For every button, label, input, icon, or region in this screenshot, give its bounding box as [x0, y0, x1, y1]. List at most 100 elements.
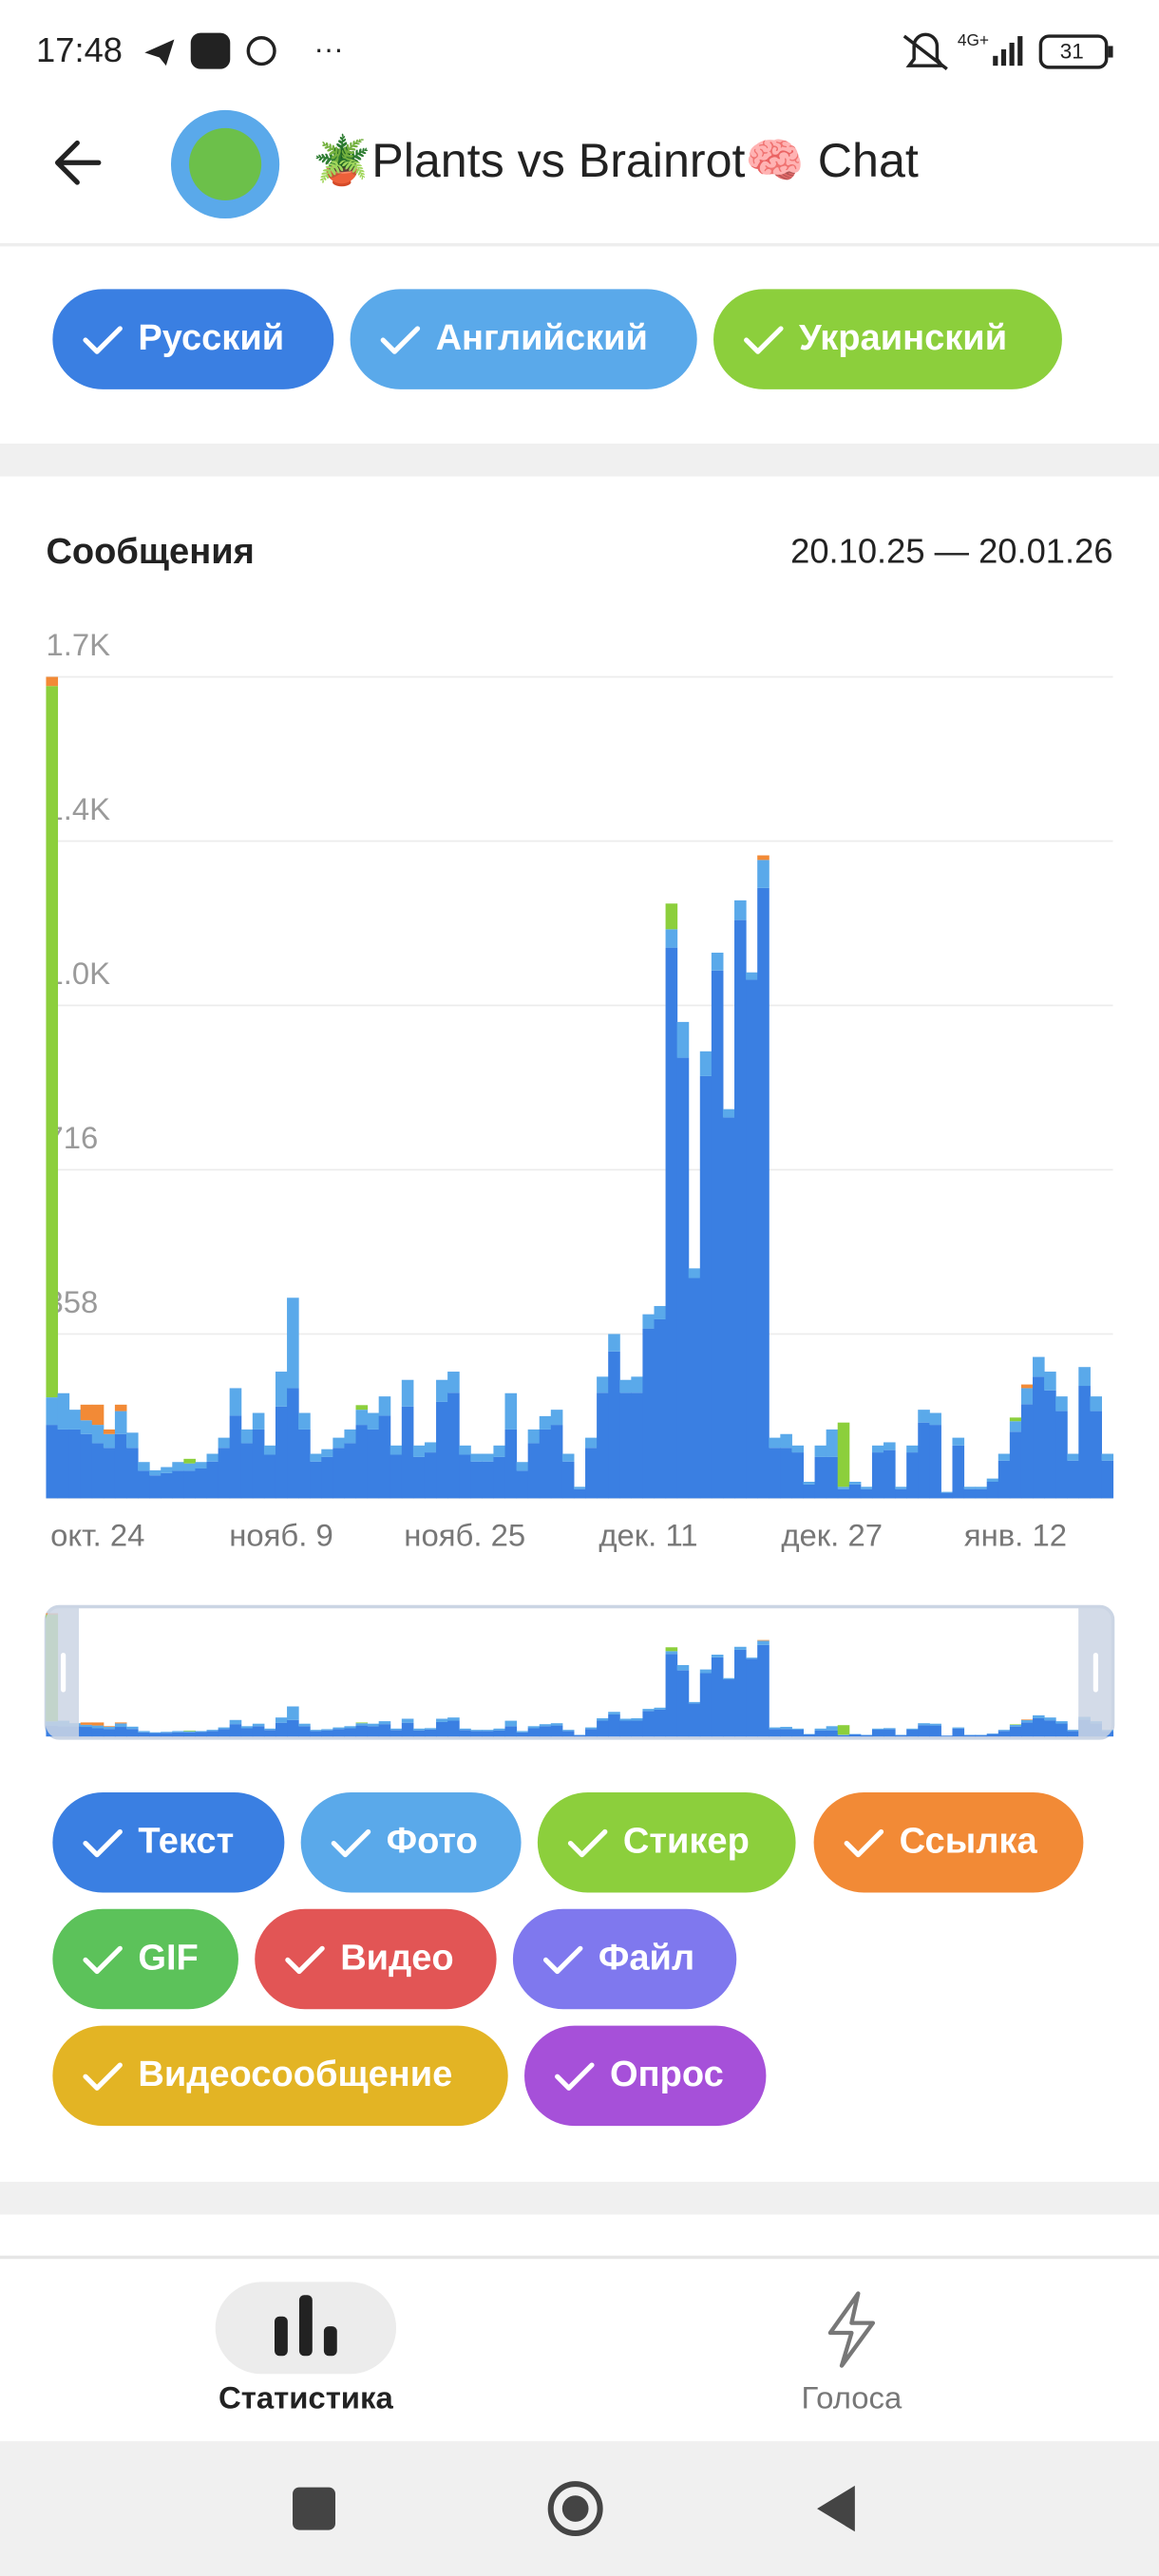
- bar-segment: [493, 1445, 506, 1457]
- votes-icon[interactable]: [827, 2291, 876, 2368]
- minimap-bar-segment: [814, 1728, 827, 1731]
- bar-segment: [1020, 1384, 1034, 1389]
- app-icon: [246, 36, 276, 66]
- minimap-bar-segment: [1055, 1721, 1068, 1724]
- minimap-bar-segment: [573, 1734, 586, 1737]
- filter-chip[interactable]: [537, 1791, 796, 1893]
- minimap-bar-segment: [206, 1730, 219, 1732]
- minimap-bar-segment: [1055, 1723, 1068, 1737]
- bar-segment: [103, 1448, 116, 1499]
- home-button[interactable]: [547, 2481, 603, 2537]
- bar-segment: [310, 1461, 322, 1499]
- minimap-bar-segment: [998, 1730, 1011, 1732]
- minimap-bar-segment: [424, 1729, 437, 1737]
- bar-segment: [470, 1461, 483, 1499]
- bar-segment: [172, 1470, 184, 1499]
- filter-chip[interactable]: [52, 2025, 508, 2127]
- minimap-bar-segment: [963, 1734, 977, 1737]
- minimap-bar-segment: [447, 1717, 460, 1721]
- filter-chip[interactable]: [52, 1791, 285, 1893]
- nav-item[interactable]: Голоса: [802, 2380, 902, 2415]
- divider: [0, 2255, 1159, 2260]
- minimap-bar-segment: [826, 1726, 839, 1731]
- bar-segment: [1078, 1386, 1091, 1499]
- filter-chip[interactable]: [713, 289, 1062, 389]
- chip-label: Стикер: [623, 1822, 750, 1862]
- bar-segment: [447, 1372, 460, 1393]
- minimap-bar-segment: [161, 1732, 173, 1733]
- x-tick-label: нояб. 9: [229, 1518, 333, 1553]
- bar-segment: [814, 1445, 827, 1457]
- bar-segment: [57, 1392, 70, 1430]
- minimap-bar-segment: [1044, 1717, 1056, 1721]
- bar-segment: [125, 1432, 139, 1449]
- minimap-bar-segment: [814, 1730, 827, 1737]
- filter-chip[interactable]: [52, 289, 334, 389]
- minimap-bar-segment: [275, 1722, 288, 1737]
- handle-grip: [61, 1652, 66, 1693]
- minimap-bar-segment: [80, 1724, 93, 1728]
- bar-segment: [597, 1392, 609, 1499]
- filter-chip[interactable]: [813, 1791, 1084, 1893]
- minimap-bar-segment: [688, 1701, 701, 1704]
- bar-segment: [642, 1314, 656, 1329]
- chip-label: Ссылка: [900, 1822, 1038, 1862]
- bar-segment: [871, 1452, 884, 1499]
- minimap-bar-segment: [699, 1669, 712, 1674]
- bar-segment: [229, 1388, 242, 1416]
- bar-segment: [642, 1328, 656, 1499]
- back-nav-button[interactable]: [817, 2485, 855, 2532]
- minimap-bar-segment: [459, 1728, 471, 1731]
- bar-segment: [986, 1481, 999, 1499]
- minimap-bar-segment: [734, 1649, 747, 1737]
- filter-chip[interactable]: [512, 1908, 737, 2010]
- bar-segment: [1044, 1372, 1056, 1391]
- filter-chip[interactable]: [300, 1791, 522, 1893]
- minimap-bar-segment: [780, 1729, 792, 1737]
- filter-chip[interactable]: [52, 1908, 238, 2010]
- filter-chip[interactable]: [255, 1908, 497, 2010]
- chip-label: Английский: [436, 318, 648, 358]
- bar-segment: [746, 979, 758, 1499]
- bar-segment: [436, 1401, 448, 1499]
- bar-segment: [1067, 1453, 1079, 1461]
- back-button[interactable]: [54, 140, 102, 185]
- bar-segment: [378, 1396, 391, 1416]
- filter-chip[interactable]: [350, 289, 697, 389]
- bar-segment: [952, 1445, 965, 1499]
- nav-item[interactable]: Статистика: [218, 2380, 393, 2415]
- recent-button[interactable]: [293, 2487, 336, 2530]
- minimap-bar-segment: [482, 1731, 494, 1737]
- minimap-bar-segment: [195, 1732, 208, 1737]
- minimap-bar-segment: [746, 1658, 758, 1737]
- filter-chip[interactable]: [524, 2025, 767, 2127]
- bar-segment: [401, 1379, 414, 1407]
- bar-segment: [998, 1460, 1011, 1499]
- bar-segment: [218, 1437, 231, 1449]
- minimap-bar-segment: [516, 1732, 529, 1737]
- minimap-bar-segment: [172, 1732, 184, 1737]
- bar-segment: [734, 900, 747, 920]
- minimap-bar-segment: [218, 1727, 231, 1730]
- bar-segment: [436, 1379, 448, 1402]
- bar-segment: [573, 1487, 586, 1489]
- minimap-bar-segment: [665, 1654, 678, 1737]
- minimap-bar-segment: [871, 1728, 884, 1730]
- minimap-bar-segment: [952, 1728, 965, 1737]
- bar-segment: [619, 1379, 632, 1393]
- bar-segment: [952, 1437, 965, 1446]
- bar-segment: [206, 1453, 219, 1462]
- bar-segment: [91, 1425, 104, 1444]
- minimap-bar-segment: [1067, 1731, 1079, 1737]
- minimap-bar-segment: [837, 1725, 850, 1735]
- battery-level: 31: [1060, 39, 1084, 63]
- bar-segment: [1055, 1411, 1068, 1499]
- minimap-bar-segment: [871, 1729, 884, 1737]
- bar-segment: [676, 1021, 690, 1058]
- minimap-bar-segment: [1009, 1725, 1022, 1727]
- bar-segment: [848, 1481, 862, 1485]
- bar-segment: [561, 1453, 575, 1462]
- minimap-bar-segment: [195, 1731, 208, 1733]
- chip-check: [83, 326, 123, 354]
- bar-segment: [401, 1406, 414, 1499]
